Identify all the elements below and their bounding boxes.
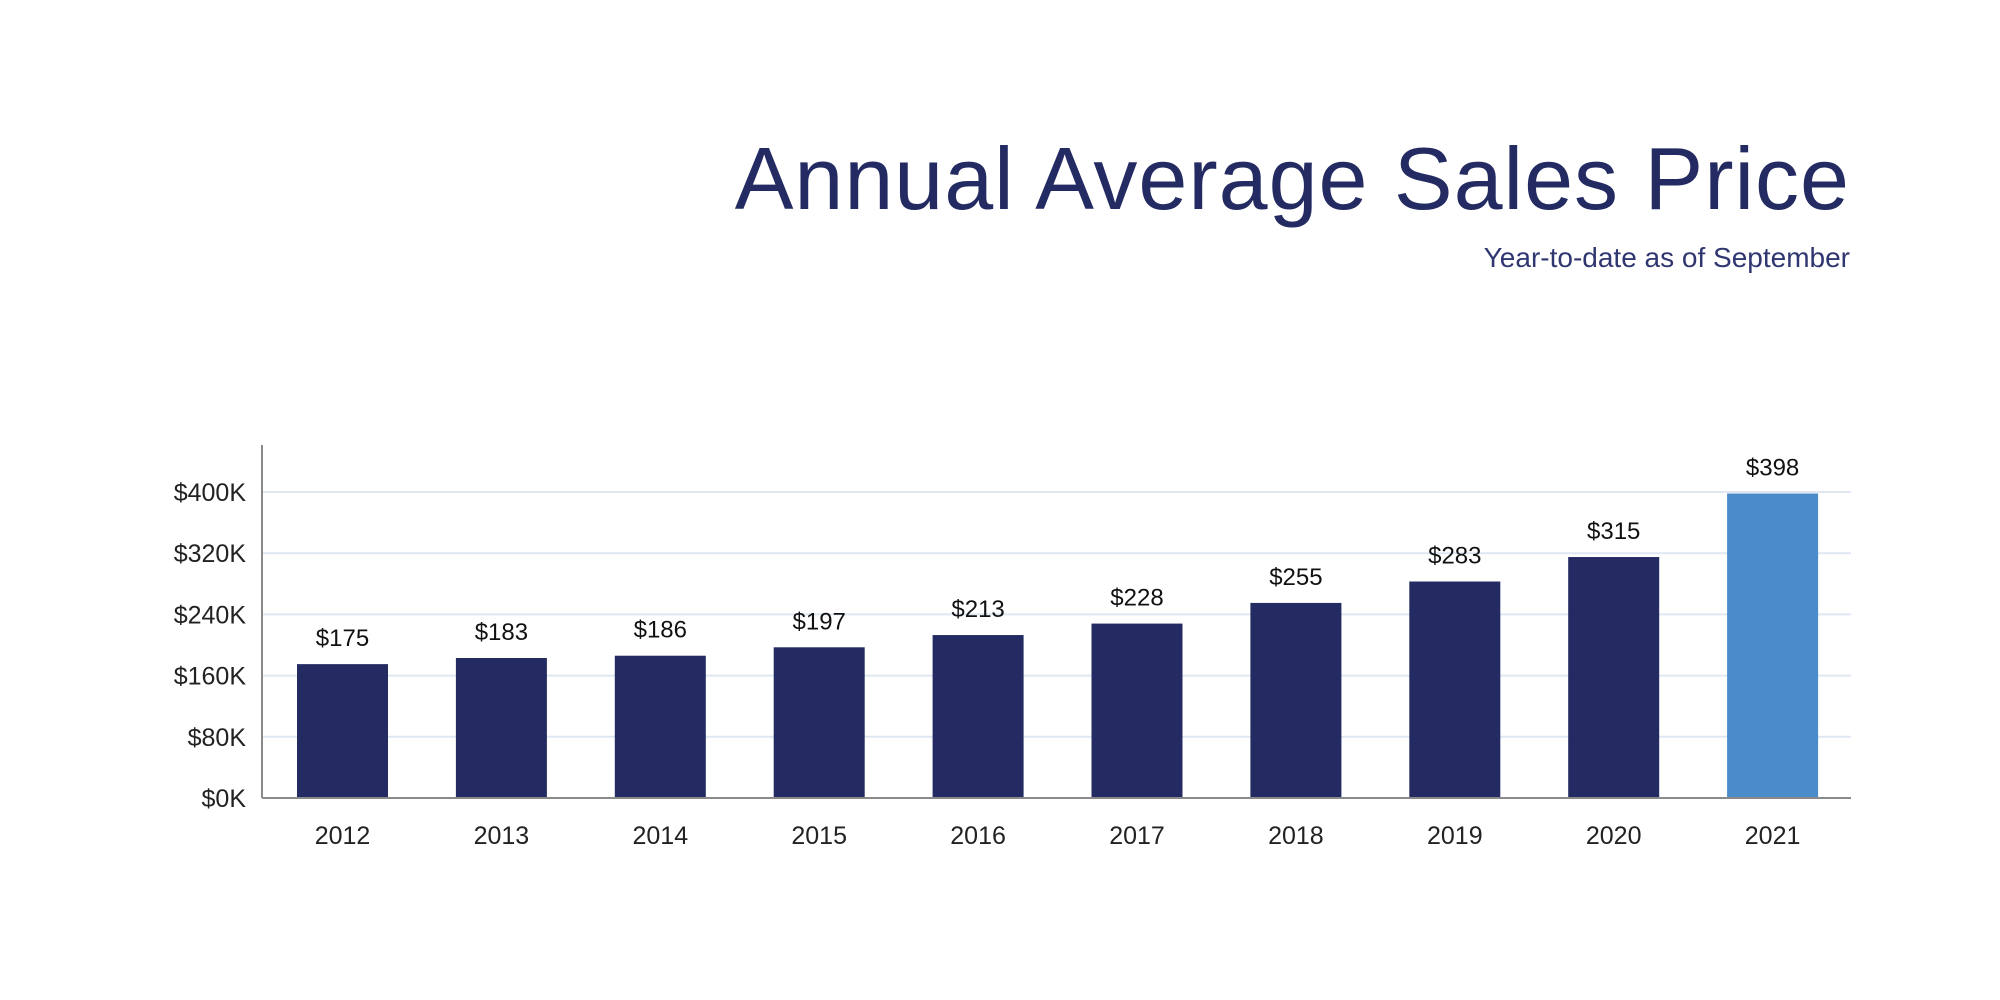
y-tick-label: $320K [174, 540, 247, 568]
bar [297, 664, 388, 798]
data-label: $255 [1269, 564, 1322, 591]
x-tick-label: 2016 [950, 822, 1006, 850]
bar [1727, 493, 1819, 798]
bar [1568, 557, 1660, 798]
bar [1409, 581, 1501, 798]
data-label: $186 [634, 617, 687, 644]
data-label: $197 [793, 608, 846, 635]
y-tick-label: $160K [174, 663, 247, 691]
x-tick-label: 2020 [1586, 822, 1642, 850]
data-label: $283 [1428, 543, 1481, 570]
x-tick-label: 2017 [1109, 822, 1165, 850]
y-tick-label: $80K [188, 724, 247, 752]
data-label: $175 [316, 625, 369, 652]
data-label: $228 [1110, 585, 1163, 612]
bar [614, 655, 706, 798]
y-tick-label: $400K [174, 479, 247, 507]
bar [1250, 602, 1342, 798]
data-label: $315 [1587, 518, 1640, 545]
x-tick-label: 2021 [1745, 822, 1801, 850]
chart-title: Annual Average Sales Price [734, 129, 1850, 228]
x-tick-label: 2019 [1427, 822, 1483, 850]
data-label: $213 [951, 596, 1004, 623]
chart-subtitle: Year-to-date as of September [1483, 242, 1850, 273]
bar [1091, 623, 1183, 798]
x-tick-label: 2012 [315, 822, 371, 850]
y-tick-label: $240K [174, 601, 247, 629]
data-label: $183 [475, 619, 528, 646]
bar [455, 658, 547, 798]
x-tick-label: 2018 [1268, 822, 1324, 850]
bar [773, 647, 865, 798]
x-tick-label: 2015 [791, 822, 847, 850]
data-label: $398 [1746, 455, 1799, 482]
y-tick-label: $0K [202, 785, 247, 813]
bar [932, 635, 1024, 798]
x-tick-label: 2013 [474, 822, 530, 850]
x-tick-label: 2014 [632, 822, 688, 850]
